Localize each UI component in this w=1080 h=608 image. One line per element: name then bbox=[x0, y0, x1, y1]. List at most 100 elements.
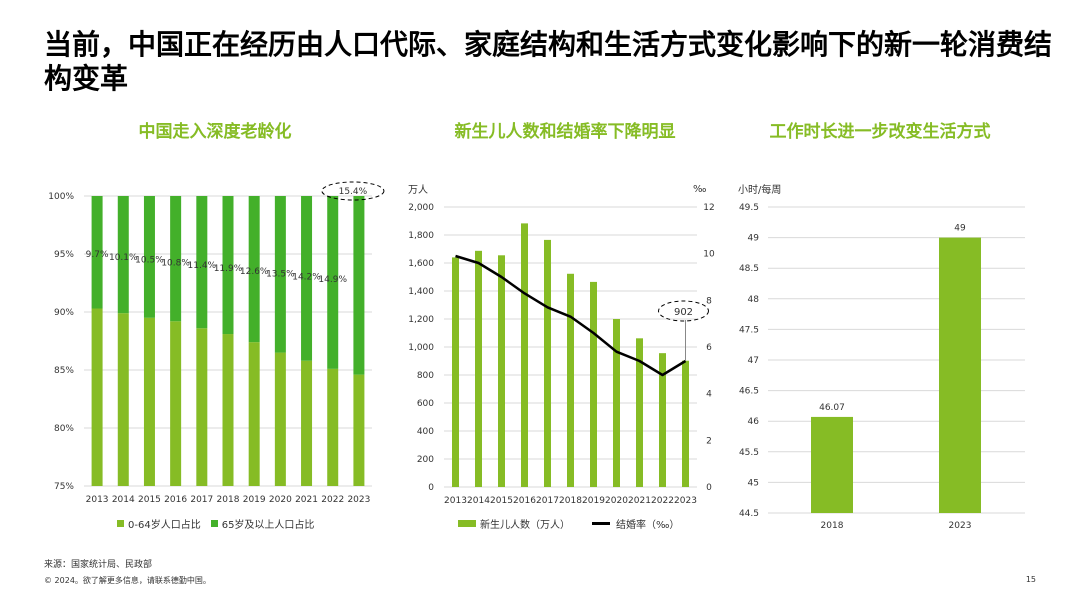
bar-0-64 bbox=[170, 321, 182, 486]
y-tick-label-left: 800 bbox=[417, 371, 434, 381]
y-tick-label-left: 2,000 bbox=[408, 203, 434, 213]
bar-65plus bbox=[196, 196, 208, 329]
line-marriage-rate bbox=[455, 254, 687, 377]
y-tick-label: 75% bbox=[54, 482, 74, 492]
data-label: 9.7% bbox=[86, 250, 109, 260]
chart3-working-hours: 44.5 45 45.5 46 46.5 47 47.5 48 48.5 49 49.5 46.07 2… bbox=[739, 203, 1025, 531]
bar-births bbox=[475, 250, 482, 487]
bar-65plus bbox=[248, 196, 260, 343]
bar-0-64 bbox=[301, 360, 313, 486]
bar-hours bbox=[811, 416, 853, 513]
chart2-title: 新生儿人数和结婚率下降明显 bbox=[454, 122, 676, 142]
y-tick-label-right: 12 bbox=[703, 203, 714, 213]
y-tick-label: 49.5 bbox=[739, 203, 759, 213]
legend-line-marriage bbox=[592, 522, 610, 525]
bar-65plus bbox=[274, 196, 286, 353]
y-tick-label-right: 0 bbox=[706, 483, 712, 493]
y-tick-label-right: 10 bbox=[703, 250, 715, 260]
copyright-note: © 2024。欲了解更多信息，请联系德勤中国。 bbox=[44, 576, 211, 585]
y-tick-label-right: 8 bbox=[706, 296, 712, 306]
data-label: 11.9% bbox=[214, 264, 243, 274]
x-tick-label: 2013 bbox=[444, 496, 467, 506]
y-tick-label: 90% bbox=[54, 308, 74, 318]
y-tick-label-right: 4 bbox=[706, 390, 712, 400]
data-label: 12.6% bbox=[240, 267, 269, 277]
y-tick-label-left: 200 bbox=[417, 455, 434, 465]
bar-births bbox=[659, 353, 666, 487]
x-tick-label: 2020 bbox=[269, 495, 292, 505]
legend-label-0-64: 0-64岁人口占比 bbox=[128, 520, 201, 531]
data-label: 10.5% bbox=[135, 256, 164, 266]
legend-label-births: 新生儿人数（万人） bbox=[480, 520, 570, 531]
y-tick-label-left: 1,800 bbox=[408, 231, 434, 241]
chart3-unit: 小时/每周 bbox=[738, 185, 782, 196]
y-tick-label: 49 bbox=[748, 234, 760, 244]
y-tick-label: 47 bbox=[748, 356, 759, 366]
x-tick-label: 2015 bbox=[490, 496, 513, 506]
x-tick-label: 2022 bbox=[321, 495, 344, 505]
x-tick-label: 2019 bbox=[582, 496, 605, 506]
chart2-births-marriage: 0 200 400 600 800 1,000 1,200 1,400 1,600 1,800 2,… bbox=[408, 203, 715, 506]
x-tick-label: 2018 bbox=[559, 496, 582, 506]
chart2-legend: 新生儿人数（万人） 结婚率（‰） bbox=[458, 516, 679, 531]
y-tick-label-right: 6 bbox=[706, 343, 712, 353]
y-tick-label: 46.5 bbox=[739, 387, 759, 397]
legend-label-65plus: 65岁及以上人口占比 bbox=[221, 520, 315, 531]
bar-0-64 bbox=[353, 374, 365, 486]
x-tick-label: 2017 bbox=[536, 496, 559, 506]
bar-hours bbox=[939, 237, 981, 513]
x-tick-label: 2018 bbox=[821, 521, 844, 531]
bar-births bbox=[498, 255, 505, 487]
bar-births bbox=[636, 338, 643, 487]
chart1-legend: 0-64岁人口占比 65岁及以上人口占比 bbox=[117, 516, 314, 531]
y-tick-label-left: 1,000 bbox=[408, 343, 434, 353]
bar-births bbox=[521, 223, 528, 487]
x-tick-label: 2019 bbox=[243, 495, 266, 505]
x-tick-label: 2023 bbox=[674, 496, 697, 506]
data-label: 14.2% bbox=[292, 272, 321, 282]
y-tick-label: 47.5 bbox=[739, 325, 759, 335]
bar-births bbox=[567, 273, 574, 487]
y-tick-label: 46 bbox=[748, 417, 760, 427]
bar-65plus bbox=[222, 196, 234, 335]
bar-0-64 bbox=[196, 328, 208, 486]
legend-swatch-dark-green bbox=[210, 520, 218, 527]
chart1-aging: 75% 80% 85% 90% 95% 100% 2013 9.7% 2014 10.1% 2015… bbox=[48, 181, 385, 505]
y-tick-label-left: 400 bbox=[417, 427, 434, 437]
highlight-label: 15.4% bbox=[339, 187, 368, 197]
y-tick-label: 100% bbox=[48, 192, 74, 202]
x-tick-label: 2016 bbox=[164, 495, 187, 505]
highlight-ellipse bbox=[658, 300, 709, 322]
x-tick-label: 2021 bbox=[628, 496, 651, 506]
bar-0-64 bbox=[274, 352, 286, 486]
data-label: 49 bbox=[954, 224, 966, 234]
y-tick-label-left: 1,200 bbox=[408, 315, 434, 325]
bar-0-64 bbox=[117, 313, 129, 486]
bar-0-64 bbox=[222, 334, 234, 486]
x-tick-label: 2023 bbox=[347, 495, 370, 505]
bar-65plus bbox=[143, 196, 155, 318]
bar-0-64 bbox=[91, 308, 103, 486]
data-label: 14.9% bbox=[318, 275, 347, 285]
y-tick-label-left: 0 bbox=[428, 483, 434, 493]
legend-swatch-light-green bbox=[117, 520, 124, 527]
bar-0-64 bbox=[143, 317, 155, 486]
chart2-right-unit: ‰ bbox=[693, 184, 707, 195]
x-tick-label: 2013 bbox=[86, 495, 109, 505]
x-tick-label: 2016 bbox=[513, 496, 536, 506]
bar-0-64 bbox=[248, 342, 260, 486]
data-label: 13.5% bbox=[266, 270, 295, 280]
y-tick-label-left: 1,400 bbox=[408, 287, 434, 297]
y-tick-label-left: 1,600 bbox=[408, 259, 434, 269]
bar-0-64 bbox=[327, 368, 339, 486]
x-tick-label: 2022 bbox=[651, 496, 674, 506]
bar-births bbox=[682, 360, 689, 487]
x-tick-label: 2021 bbox=[295, 495, 318, 505]
source-note: 来源：国家统计局、民政部 bbox=[44, 560, 153, 570]
chart2-left-unit: 万人 bbox=[408, 185, 428, 196]
y-tick-label: 95% bbox=[54, 250, 74, 260]
bar-65plus bbox=[353, 196, 365, 375]
y-tick-label: 48.5 bbox=[739, 264, 759, 274]
y-tick-label-left: 600 bbox=[417, 399, 434, 409]
